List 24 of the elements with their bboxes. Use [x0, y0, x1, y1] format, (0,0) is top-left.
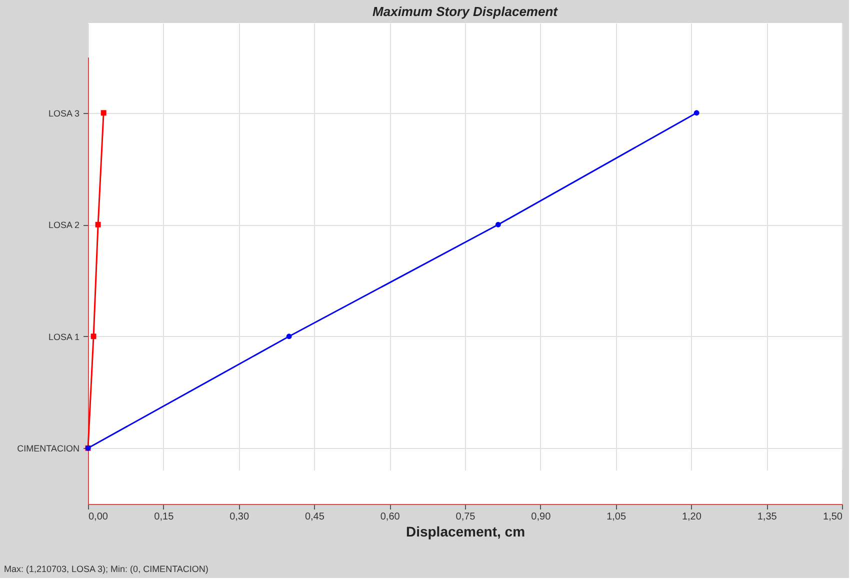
x-tick-label: 0,15: [154, 512, 174, 522]
x-tick-label: 0,30: [230, 512, 250, 522]
point: [100, 110, 106, 116]
x-tick-label: 1,05: [606, 512, 626, 522]
y-tick-label: CIMENTACION: [17, 444, 80, 454]
x-tick-label: 1,50: [823, 512, 843, 522]
point: [694, 110, 700, 116]
point: [286, 334, 292, 340]
x-tick-label: 1,20: [682, 512, 702, 522]
text: Max: (1,210703, LOSA 3); Min: (0, CIMENTACION): [4, 564, 208, 574]
y-tick-label: LOSA 3: [48, 108, 80, 118]
point: [495, 222, 501, 228]
point: [95, 222, 101, 228]
x-tick-label: 0,45: [304, 512, 325, 522]
x-tick-label: 0,90: [531, 512, 552, 522]
point: [90, 334, 96, 340]
chart-title: Maximum Story Displacement: [372, 4, 558, 19]
y-tick-label: LOSA 2: [48, 220, 80, 230]
y-tick-label: LOSA 1: [48, 332, 80, 342]
x-axis-title: Displacement, cm: [406, 524, 526, 540]
x-tick-label: 0,60: [380, 512, 400, 522]
x-tick-label: 0,75: [456, 512, 476, 522]
x-tick-label: 1,35: [757, 512, 778, 522]
x-tick-label: 0,00: [88, 512, 108, 522]
